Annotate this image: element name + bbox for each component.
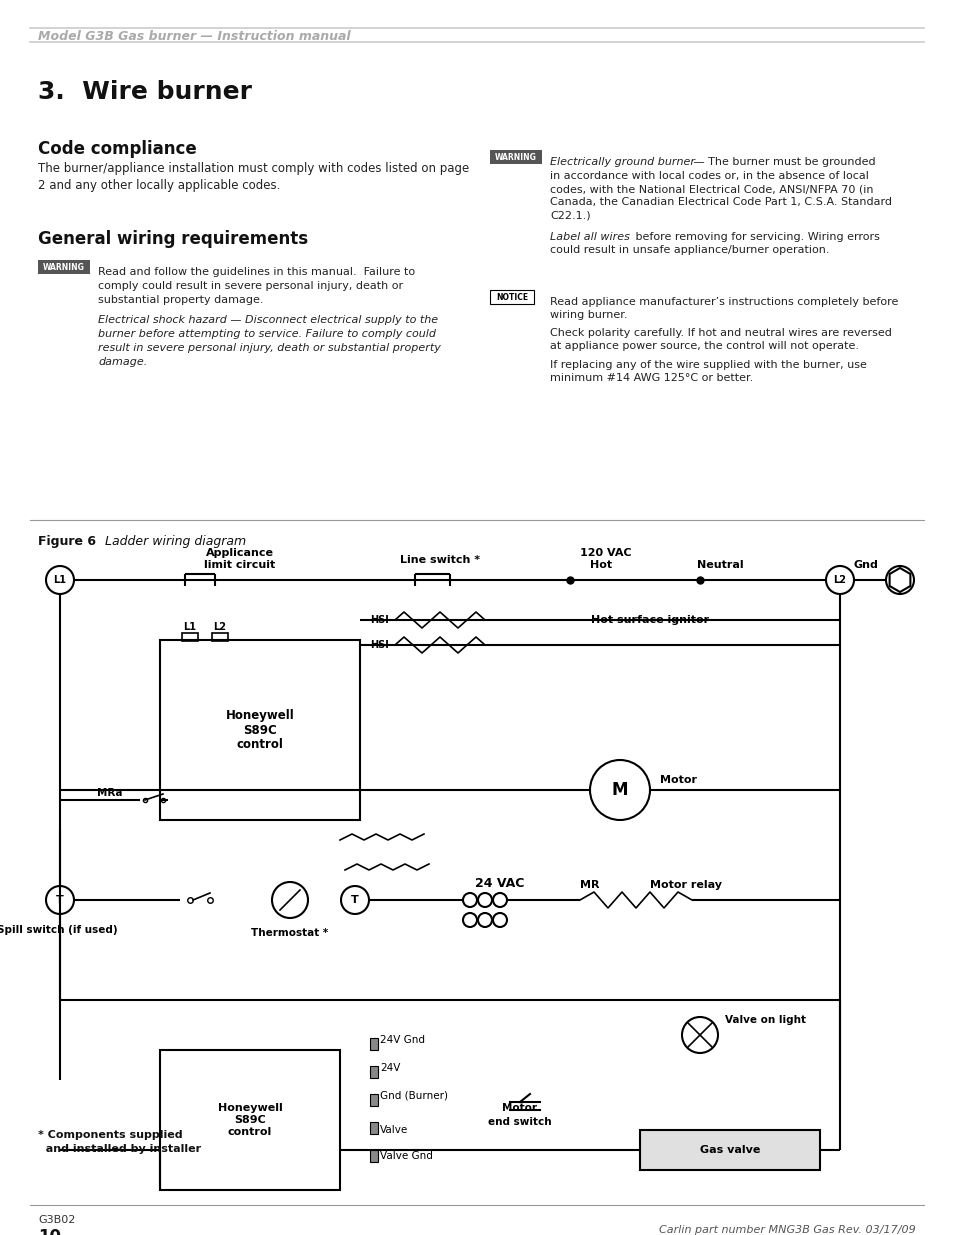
Text: Valve on light: Valve on light xyxy=(724,1015,805,1025)
Text: Valve: Valve xyxy=(379,1125,408,1135)
Text: before removing for servicing. Wiring errors: before removing for servicing. Wiring er… xyxy=(631,232,879,242)
Text: control: control xyxy=(228,1128,272,1137)
Text: 24V Gnd: 24V Gnd xyxy=(379,1035,424,1045)
Text: Code compliance: Code compliance xyxy=(38,140,196,158)
Text: Applicance: Applicance xyxy=(206,548,274,558)
Text: If replacing any of the wire supplied with the burner, use: If replacing any of the wire supplied wi… xyxy=(550,359,866,370)
Text: MRa: MRa xyxy=(97,788,123,798)
Bar xyxy=(639,1130,820,1170)
Text: HSI: HSI xyxy=(370,615,388,625)
Text: Electrical shock hazard — Disconnect electrical supply to the
burner before atte: Electrical shock hazard — Disconnect ele… xyxy=(98,315,440,367)
Text: Hot surface ignitor: Hot surface ignitor xyxy=(590,615,708,625)
Text: in accordance with local codes or, in the absence of local: in accordance with local codes or, in th… xyxy=(550,170,868,182)
Text: T: T xyxy=(351,895,358,905)
Bar xyxy=(370,1123,377,1134)
Text: S89C: S89C xyxy=(233,1115,266,1125)
Text: WARNING: WARNING xyxy=(43,263,85,272)
FancyBboxPatch shape xyxy=(38,261,90,274)
Text: Read appliance manufacturer’s instructions completely before: Read appliance manufacturer’s instructio… xyxy=(550,296,898,308)
Text: 10: 10 xyxy=(38,1228,61,1235)
Text: Spill switch (if used): Spill switch (if used) xyxy=(0,925,117,935)
Text: codes, with the National Electrical Code, ANSI/NFPA 70 (in: codes, with the National Electrical Code… xyxy=(550,184,873,194)
Text: Gnd: Gnd xyxy=(853,559,878,571)
Text: Motor relay: Motor relay xyxy=(649,881,721,890)
Text: General wiring requirements: General wiring requirements xyxy=(38,230,308,248)
Bar xyxy=(370,1066,377,1078)
Text: Gnd (Burner): Gnd (Burner) xyxy=(379,1091,448,1100)
Text: Carlin part number MNG3B Gas Rev. 03/17/09: Carlin part number MNG3B Gas Rev. 03/17/… xyxy=(659,1225,915,1235)
Text: 3.  Wire burner: 3. Wire burner xyxy=(38,80,252,104)
Text: L2: L2 xyxy=(213,622,226,632)
Text: HSI: HSI xyxy=(370,640,388,650)
Text: Honeywell: Honeywell xyxy=(226,709,294,721)
FancyBboxPatch shape xyxy=(490,149,541,164)
Text: 120 VAC: 120 VAC xyxy=(579,548,631,558)
Bar xyxy=(370,1150,377,1162)
Text: control: control xyxy=(236,739,283,752)
Bar xyxy=(160,640,359,820)
Text: Read and follow the guidelines in this manual.  Failure to
comply could result i: Read and follow the guidelines in this m… xyxy=(98,267,415,305)
Bar xyxy=(370,1094,377,1107)
Text: could result in unsafe appliance/burner operation.: could result in unsafe appliance/burner … xyxy=(550,245,828,254)
Text: Thermostat *: Thermostat * xyxy=(251,927,328,939)
Text: at appliance power source, the control will not operate.: at appliance power source, the control w… xyxy=(550,341,858,351)
Bar xyxy=(182,634,198,641)
Text: Line switch *: Line switch * xyxy=(399,555,479,564)
Text: T: T xyxy=(56,895,64,905)
Text: minimum #14 AWG 125°C or better.: minimum #14 AWG 125°C or better. xyxy=(550,373,753,383)
Text: Motor
end switch: Motor end switch xyxy=(488,1103,551,1126)
FancyBboxPatch shape xyxy=(490,290,534,304)
Text: G3B02: G3B02 xyxy=(38,1215,75,1225)
Text: L2: L2 xyxy=(833,576,845,585)
Text: Check polarity carefully. If hot and neutral wires are reversed: Check polarity carefully. If hot and neu… xyxy=(550,329,891,338)
Bar xyxy=(160,1050,339,1191)
Text: Figure 6: Figure 6 xyxy=(38,535,96,548)
Text: C22.1.): C22.1.) xyxy=(550,210,590,220)
Text: L1: L1 xyxy=(183,622,196,632)
Text: NOTICE: NOTICE xyxy=(496,293,528,301)
Text: Canada, the Canadian Electrical Code Part 1, C.S.A. Standard: Canada, the Canadian Electrical Code Par… xyxy=(550,198,891,207)
Text: * Components supplied
  and installed by installer: * Components supplied and installed by i… xyxy=(38,1130,201,1153)
Text: Motor: Motor xyxy=(659,776,697,785)
Text: Electrically ground burner: Electrically ground burner xyxy=(550,157,695,167)
Text: MR: MR xyxy=(579,881,599,890)
Text: The burner/appliance installation must comply with codes listed on page
2 and an: The burner/appliance installation must c… xyxy=(38,162,469,191)
Text: — The burner must be grounded: — The burner must be grounded xyxy=(689,157,875,167)
Text: M: M xyxy=(611,781,628,799)
Text: L1: L1 xyxy=(53,576,67,585)
Text: Label all wires: Label all wires xyxy=(550,232,629,242)
Bar xyxy=(212,634,228,641)
Text: Model G3B Gas burner — Instruction manual: Model G3B Gas burner — Instruction manua… xyxy=(38,30,351,42)
Text: 24 VAC: 24 VAC xyxy=(475,877,524,890)
Text: Valve Gnd: Valve Gnd xyxy=(379,1151,433,1161)
Text: Honeywell: Honeywell xyxy=(217,1103,282,1113)
Bar xyxy=(370,1037,377,1050)
Text: Gas valve: Gas valve xyxy=(700,1145,760,1155)
Text: Ladder wiring diagram: Ladder wiring diagram xyxy=(105,535,246,548)
Text: WARNING: WARNING xyxy=(495,152,537,162)
Text: Neutral: Neutral xyxy=(696,559,742,571)
Text: limit circuit: limit circuit xyxy=(204,559,275,571)
Text: Hot: Hot xyxy=(589,559,612,571)
Text: wiring burner.: wiring burner. xyxy=(550,310,627,320)
Text: 24V: 24V xyxy=(379,1063,400,1073)
Text: S89C: S89C xyxy=(243,724,276,736)
